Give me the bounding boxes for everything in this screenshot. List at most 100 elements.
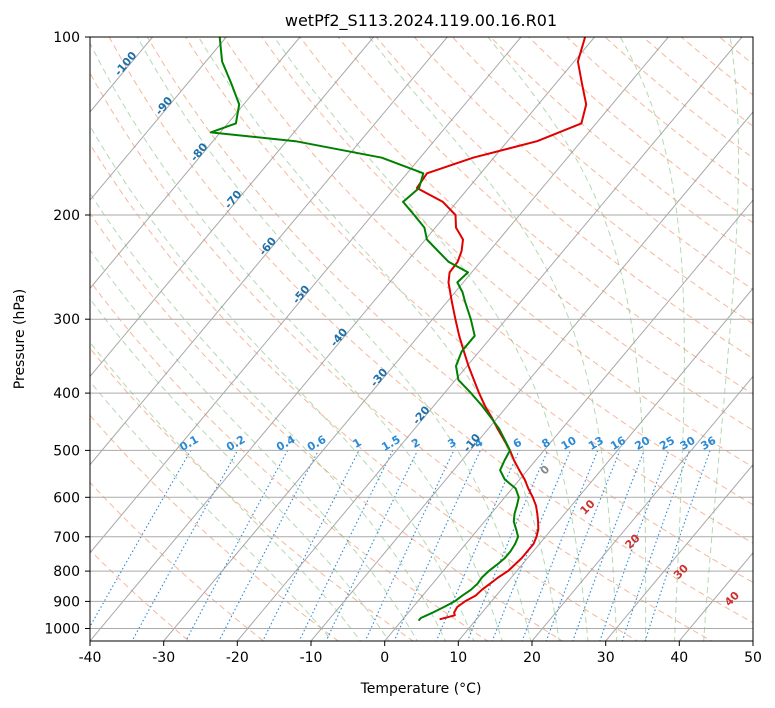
- mixing-ratio-label: 8: [539, 436, 552, 451]
- x-axis: -40 -30 -20 -10 0 10 20 30 40 50: [79, 641, 762, 666]
- dry-adiabat-line: [642, 37, 753, 127]
- x-tick-label: 10: [449, 650, 467, 666]
- dry-adiabat-line: [90, 549, 190, 641]
- moist-adiabat-line: [198, 37, 560, 641]
- moist-adiabat-label: 0: [538, 463, 553, 478]
- moist-adiabat-line: [90, 124, 475, 641]
- dry-adiabat-line: [90, 347, 414, 641]
- dry-adiabat-line: [527, 37, 753, 224]
- dewpoint-series-line: [209, 37, 520, 622]
- mixing-ratio-line: [218, 450, 319, 641]
- moist-adiabat-label: 20: [623, 531, 643, 551]
- dry-adiabat-line: [90, 212, 564, 641]
- moist-adiabat-line: [368, 37, 618, 641]
- isotherm-line: [0, 37, 5, 641]
- temperature-series-line: [415, 37, 588, 621]
- x-tick-label: 0: [380, 650, 389, 666]
- dry-adiabat-line: [375, 37, 753, 360]
- moist-adiabat-line: [90, 249, 418, 641]
- dry-adiabat-line: [108, 37, 753, 624]
- mixing-ratio-label: 2: [409, 436, 422, 451]
- mixing-ratio-lines: [90, 450, 711, 641]
- dry-adiabat-label: -40: [328, 325, 351, 349]
- plot-frame: [89, 36, 754, 642]
- x-tick-label: 50: [744, 650, 762, 666]
- moist-adiabat-line: [90, 341, 362, 641]
- sounding-series: [209, 37, 588, 622]
- chart-title: wetPf2_S113.2024.119.00.16.R01: [285, 11, 557, 31]
- dry-adiabat-line: [566, 37, 753, 191]
- dry-adiabat-line: [90, 280, 489, 641]
- mixing-ratio-line: [90, 450, 192, 628]
- y-tick-label: 300: [53, 312, 80, 328]
- y-tick-label: 100: [53, 30, 80, 46]
- mixing-ratio-label: 6: [511, 436, 524, 451]
- mixing-ratio-line: [364, 450, 455, 641]
- y-tick-label: 1000: [44, 622, 80, 638]
- y-tick-label: 900: [53, 594, 80, 610]
- mixing-ratio-line: [185, 450, 289, 641]
- dry-adiabat-line: [90, 72, 713, 641]
- dry-adiabat-line: [90, 481, 265, 641]
- moist-adiabat-line: [90, 380, 333, 641]
- x-tick-label: -10: [300, 650, 323, 666]
- dry-adiabat-line: [718, 37, 753, 65]
- mixing-ratio-label: 3: [445, 436, 458, 451]
- moist-adiabat-line: [90, 192, 447, 641]
- mixing-ratio-line: [131, 450, 239, 641]
- isotherm-line: [236, 37, 743, 641]
- moist-adiabat-line: [273, 37, 589, 641]
- x-tick-label: 40: [670, 650, 688, 666]
- dry-adiabat-label: -60: [256, 234, 279, 258]
- dry-adiabat-label: -80: [188, 140, 211, 164]
- dry-adiabat-line: [184, 37, 753, 544]
- dry-adiabat-line: [299, 37, 753, 431]
- dry-adiabat-label: -70: [222, 188, 245, 212]
- moist-adiabat-label: 30: [671, 562, 691, 582]
- dry-adiabat-line: [451, 37, 753, 291]
- mixing-ratio-line: [325, 450, 419, 641]
- isotherm-line: [90, 37, 227, 201]
- x-tick-label: 20: [523, 650, 541, 666]
- y-tick-label: 200: [53, 208, 80, 224]
- isotherm-line: [678, 552, 753, 641]
- isotherm-line: [457, 287, 753, 641]
- isotherms: [0, 37, 753, 641]
- isotherm-line: [90, 37, 448, 466]
- dry-adiabat-label: -90: [153, 94, 176, 118]
- adiabat-labels: 0.1 0.2 0.4 0.6 1 1.5 2 3 4 6 8 10 13 16 20 25 30 36-100-…: [112, 49, 742, 609]
- y-axis-label: Pressure (hPa): [12, 289, 28, 389]
- isotherm-line: [752, 640, 753, 641]
- dry-adiabat-label: -30: [368, 366, 391, 390]
- isotherm-line: [90, 37, 595, 641]
- dry-adiabats: [90, 37, 753, 641]
- mixing-ratio-line: [545, 450, 621, 641]
- x-tick-label: -20: [226, 650, 249, 666]
- y-tick-label: 800: [53, 564, 80, 580]
- y-axis: 100 200 300 400 500 600 700 800 900 1000: [44, 30, 90, 638]
- plot-area: 0.1 0.2 0.4 0.6 1 1.5 2 3 4 6 8 10 13 16 20 25 30 36-100-…: [0, 37, 753, 641]
- x-tick-label: -40: [79, 650, 102, 666]
- dry-adiabat-label: -20: [410, 403, 433, 427]
- isotherm-line: [384, 199, 753, 641]
- mixing-ratio-line: [262, 450, 360, 641]
- dry-adiabat-label: -50: [290, 283, 313, 307]
- moist-adiabat-line: [703, 37, 739, 641]
- dry-adiabat-line: [337, 37, 753, 395]
- dry-adiabat-line: [680, 37, 753, 96]
- dry-adiabat-line: [90, 414, 340, 641]
- isotherm-line: [90, 37, 374, 378]
- x-tick-label: -30: [152, 650, 175, 666]
- y-tick-label: 600: [53, 490, 80, 506]
- x-tick-label: 30: [597, 650, 615, 666]
- isotherm-line: [605, 463, 753, 641]
- moist-adiabats: [90, 37, 739, 641]
- dry-adiabat-line: [489, 37, 753, 257]
- dry-adiabat-line: [223, 37, 753, 506]
- y-tick-label: 700: [53, 530, 80, 546]
- isotherm-line: [163, 37, 669, 641]
- isotherm-line: [310, 111, 753, 641]
- moist-adiabat-label: 40: [722, 589, 742, 609]
- x-axis-label: Temperature (°C): [360, 681, 482, 697]
- isobars: [90, 37, 753, 629]
